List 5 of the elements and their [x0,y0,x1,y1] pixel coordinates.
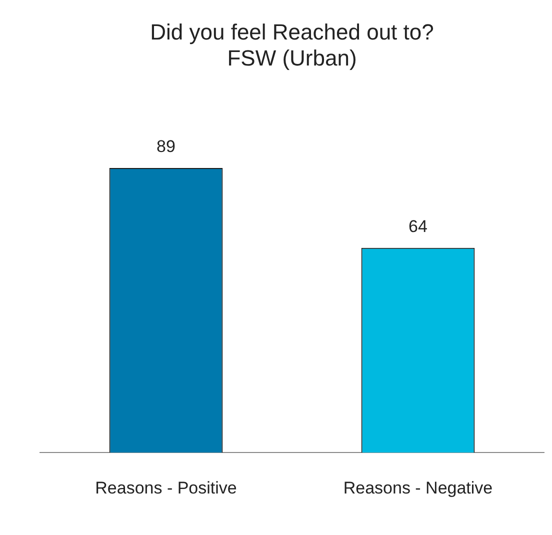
x-tick-label: Reasons - Negative [343,478,493,498]
chart-title: Did you feel Reached out to? FSW (Urban) [150,19,434,71]
data-label: 64 [408,217,428,236]
data-label: 89 [156,137,176,156]
x-tick-label: Reasons - Positive [95,478,237,498]
